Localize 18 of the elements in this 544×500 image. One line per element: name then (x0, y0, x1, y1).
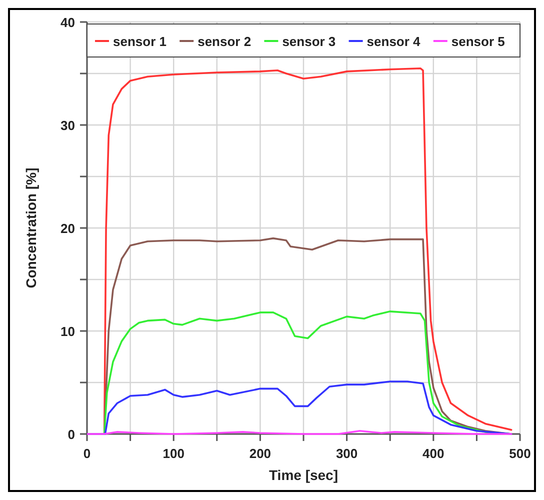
y-tick-label: 10 (60, 324, 75, 339)
x-tick-label: 100 (162, 446, 184, 461)
legend-label: sensor 5 (451, 34, 505, 49)
y-tick-label: 20 (60, 221, 75, 236)
legend-label: sensor 4 (366, 34, 422, 49)
x-tick-label: 400 (422, 446, 444, 461)
x-tick-label: 0 (83, 446, 91, 461)
x-axis-title: Time [sec] (269, 467, 338, 483)
y-tick-label: 30 (60, 118, 75, 133)
x-tick-label: 500 (509, 446, 531, 461)
y-tick-label: 0 (68, 427, 75, 442)
y-tick-label: 40 (60, 15, 75, 30)
legend-label: sensor 3 (282, 34, 336, 49)
legend-label: sensor 2 (198, 34, 252, 49)
y-axis-title: Concentration [%] (23, 168, 39, 288)
legend-label: sensor 1 (113, 34, 166, 49)
x-tick-label: 200 (249, 446, 272, 461)
x-tick-label: 300 (336, 446, 358, 461)
